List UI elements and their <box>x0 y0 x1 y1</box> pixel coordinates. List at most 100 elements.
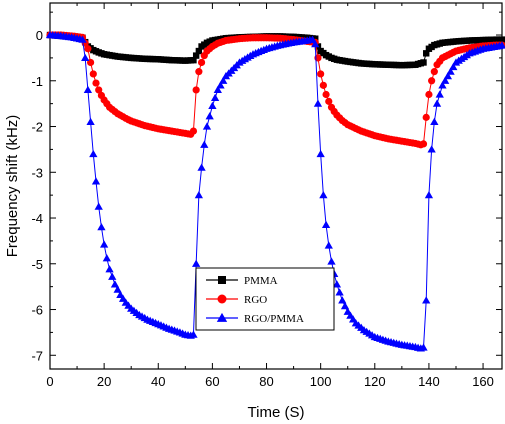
legend-label: RGO/PMMA <box>244 313 304 325</box>
data-point <box>194 191 204 199</box>
x-tick-label: 120 <box>364 374 386 389</box>
data-point <box>113 285 122 293</box>
data-point <box>192 52 200 59</box>
data-point <box>430 68 438 76</box>
data-point <box>316 149 325 158</box>
data-point <box>200 140 209 148</box>
data-point <box>332 280 342 288</box>
data-point <box>84 45 92 53</box>
data-point <box>319 191 328 199</box>
data-point <box>192 86 200 94</box>
data-point <box>105 265 114 273</box>
data-point <box>195 68 203 76</box>
y-tick-label: -2 <box>31 120 43 135</box>
y-tick-label: -6 <box>31 303 43 318</box>
data-point <box>322 90 330 99</box>
data-point <box>443 72 453 80</box>
legend: PMMA RGO RGO/PMMA <box>195 267 335 331</box>
y-tick-label: 0 <box>36 28 43 43</box>
data-point <box>97 223 106 231</box>
data-point <box>102 254 111 262</box>
data-point <box>324 241 333 249</box>
legend-marker <box>218 276 226 284</box>
data-point <box>446 67 455 75</box>
data-point <box>81 53 90 62</box>
data-point <box>427 145 436 153</box>
x-tick-label: 40 <box>151 374 165 389</box>
data-point <box>319 81 327 89</box>
data-point <box>497 41 505 49</box>
data-point <box>422 113 430 121</box>
plot-frame <box>49 2 503 370</box>
x-tick-label: 60 <box>205 374 219 389</box>
data-point <box>192 259 201 267</box>
y-tick-label: -4 <box>31 211 43 226</box>
y-tick-label: -1 <box>31 74 43 89</box>
data-point <box>422 296 431 304</box>
x-tick-label: 140 <box>418 374 440 389</box>
data-point <box>210 93 220 102</box>
data-point <box>89 149 98 158</box>
data-point <box>108 272 117 280</box>
x-axis-label: Time (S) <box>248 404 305 421</box>
data-point <box>308 35 317 43</box>
series-group <box>45 30 505 352</box>
data-point <box>419 140 428 148</box>
legend-label: PMMA <box>244 275 278 287</box>
data-point <box>311 40 320 48</box>
data-point <box>498 36 505 43</box>
data-point <box>338 296 347 304</box>
data-point <box>202 122 212 130</box>
data-point <box>92 79 100 87</box>
x-tick-label: 160 <box>472 374 494 389</box>
x-tick-label: 80 <box>259 374 273 389</box>
data-point <box>430 117 439 126</box>
x-tick-label: 100 <box>310 374 332 389</box>
y-axis-label: Frequency shift (kHz) <box>4 115 21 258</box>
data-point <box>110 280 120 288</box>
data-point <box>327 257 336 265</box>
data-point <box>219 76 228 84</box>
data-point <box>425 90 433 99</box>
data-point <box>213 85 222 94</box>
data-point <box>317 70 325 78</box>
data-point <box>441 76 450 84</box>
data-point <box>99 240 109 248</box>
legend-marker <box>216 312 228 322</box>
data-point <box>423 50 430 57</box>
legend-label: RGO <box>244 294 267 306</box>
data-point <box>189 330 198 338</box>
data-point <box>205 112 214 120</box>
x-tick-label: 20 <box>97 374 111 389</box>
data-point <box>216 81 225 89</box>
data-point <box>335 288 344 296</box>
data-point <box>91 177 101 185</box>
data-point <box>325 97 333 105</box>
x-tick-label: 0 <box>46 374 53 389</box>
data-point <box>95 86 103 94</box>
legend-marker <box>217 294 227 304</box>
data-point <box>94 202 103 210</box>
data-point <box>419 343 428 351</box>
data-point <box>197 163 206 171</box>
data-point <box>312 35 319 42</box>
y-tick-label: -3 <box>31 165 43 180</box>
data-point <box>428 77 436 85</box>
data-point <box>189 127 198 135</box>
data-point <box>208 101 217 110</box>
data-point <box>438 81 447 89</box>
series-rgo-pmma <box>45 30 505 352</box>
data-point <box>449 62 458 71</box>
data-point <box>197 58 206 67</box>
data-point <box>78 35 87 43</box>
data-point <box>83 85 93 94</box>
data-point <box>321 220 331 228</box>
data-point <box>195 47 203 55</box>
data-point <box>424 191 434 199</box>
data-point <box>432 99 442 107</box>
y-tick-label: -5 <box>31 257 43 272</box>
data-point <box>435 90 444 98</box>
axes: 0 20 40 60 80 100 120 140 160 -7 -6 -5 -4 -3 -2 -1 0 <box>31 2 503 389</box>
data-point <box>313 99 323 107</box>
